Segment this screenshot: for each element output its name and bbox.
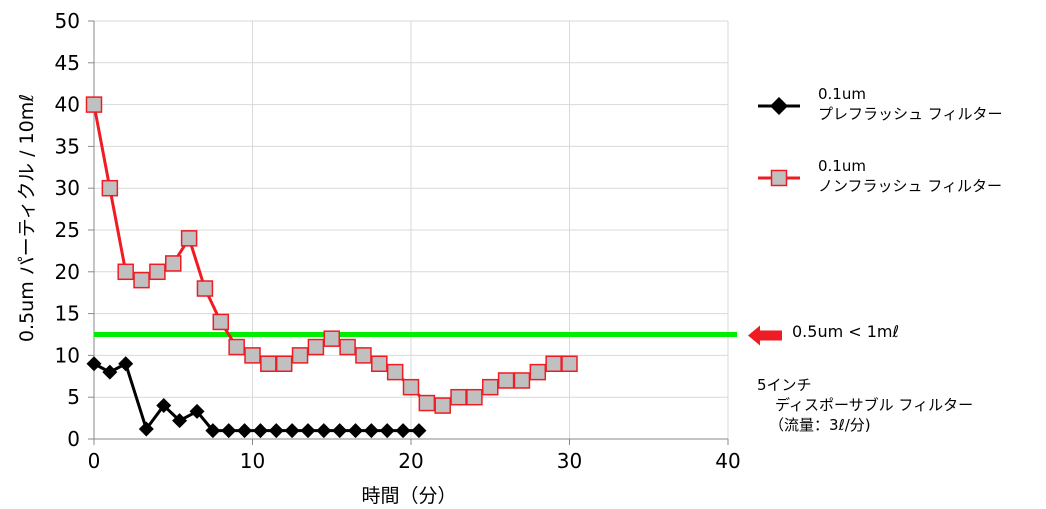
data-point <box>260 355 277 373</box>
y-tick-label: 10 <box>55 343 80 367</box>
x-tick-labels: 0 10 20 30 40 <box>88 449 741 473</box>
y-tick-label: 5 <box>67 385 80 409</box>
y-tick-label: 20 <box>55 260 80 284</box>
data-point <box>339 338 356 356</box>
data-point <box>482 378 499 396</box>
data-point <box>205 423 221 439</box>
data-point <box>268 423 284 439</box>
annotation-line3: （流量：3ℓ/分) <box>769 416 871 434</box>
data-point <box>561 355 578 373</box>
data-point <box>156 398 172 414</box>
data-point <box>180 230 198 247</box>
data-point <box>332 423 348 439</box>
y-tick-label: 35 <box>55 134 80 158</box>
data-point <box>307 338 325 356</box>
legend-marker-nonflush <box>770 169 788 187</box>
y-tick-label: 15 <box>55 302 80 326</box>
data-point <box>237 423 253 439</box>
series-line <box>92 104 570 408</box>
data-point <box>284 423 300 439</box>
legend-label-line2: プレフラッシュ フィルター <box>818 105 1003 123</box>
data-point <box>386 363 404 381</box>
legend-label-line2: ノンフラッシュ フィルター <box>818 177 1003 195</box>
data-point <box>165 255 182 272</box>
legend-label-line1: 0.1um <box>818 85 866 103</box>
data-point <box>244 347 261 364</box>
data-point <box>85 96 103 113</box>
x-tick-label: 20 <box>398 449 423 473</box>
y-tick-label: 45 <box>55 51 80 75</box>
x-tick-label: 40 <box>715 449 740 473</box>
data-point <box>86 356 102 372</box>
data-point <box>228 338 245 356</box>
y-tick-label: 25 <box>55 218 80 242</box>
data-point <box>371 355 388 373</box>
y-tick-label: 30 <box>55 176 80 200</box>
y-tick-labels: 0 5 10 15 20 25 30 35 40 45 50 <box>55 9 80 451</box>
data-point <box>316 423 332 439</box>
data-point <box>118 356 134 372</box>
data-point <box>212 313 230 331</box>
legend-marker-preflush <box>770 97 788 115</box>
x-tick-label: 0 <box>88 449 101 473</box>
data-point <box>402 378 420 396</box>
x-tick-label: 10 <box>240 449 265 473</box>
data-point <box>101 179 119 197</box>
data-point <box>379 423 395 439</box>
data-point <box>189 403 205 419</box>
legend-label-line1: 0.1um <box>818 157 866 175</box>
data-point <box>252 423 268 439</box>
reference-arrow-icon <box>748 325 782 346</box>
series-layer <box>85 96 578 439</box>
data-point <box>275 355 293 373</box>
data-point <box>529 363 547 381</box>
data-point <box>221 423 237 439</box>
y-axis-title: 0.5um パーティクル / 10mℓ <box>16 94 38 342</box>
annotation-line2: ディスポーサブル フィルター <box>775 396 974 414</box>
data-point <box>117 263 134 281</box>
data-point <box>355 347 372 364</box>
y-tick-label: 50 <box>55 9 80 33</box>
data-point <box>138 421 154 437</box>
filter-annotation: 5インチ ディスポーサブル フィルター （流量：3ℓ/分) <box>757 375 973 435</box>
legend-markers <box>758 97 800 187</box>
data-point <box>149 263 166 281</box>
data-point <box>411 423 427 439</box>
data-point <box>323 330 340 347</box>
data-point <box>466 388 483 406</box>
data-point <box>102 364 118 380</box>
annotation-line1: 5インチ <box>757 376 812 394</box>
arrow-left-shape <box>748 325 782 346</box>
data-point <box>434 397 451 414</box>
y-tick-label: 40 <box>55 93 80 117</box>
data-point <box>513 372 531 389</box>
x-axis-title: 時間（分） <box>361 485 456 507</box>
data-point <box>291 347 309 364</box>
data-point <box>395 423 411 439</box>
data-point <box>300 423 316 439</box>
y-tick-label: 0 <box>67 427 80 451</box>
data-point <box>545 355 562 373</box>
reference-line-label: 0.5um < 1mℓ <box>792 322 900 341</box>
data-point <box>172 413 188 429</box>
data-point <box>348 423 364 439</box>
data-point <box>133 271 150 289</box>
data-point <box>418 394 436 412</box>
data-point <box>363 423 379 439</box>
legend-item-preflush: 0.1um プレフラッシュ フィルター <box>818 84 1002 124</box>
data-point <box>450 388 467 406</box>
data-point <box>196 280 214 297</box>
x-tick-label: 30 <box>557 449 582 473</box>
grid-lines <box>94 20 729 439</box>
legend-item-nonflush: 0.1um ノンフラッシュ フィルター <box>818 156 1002 196</box>
data-point <box>497 372 515 389</box>
